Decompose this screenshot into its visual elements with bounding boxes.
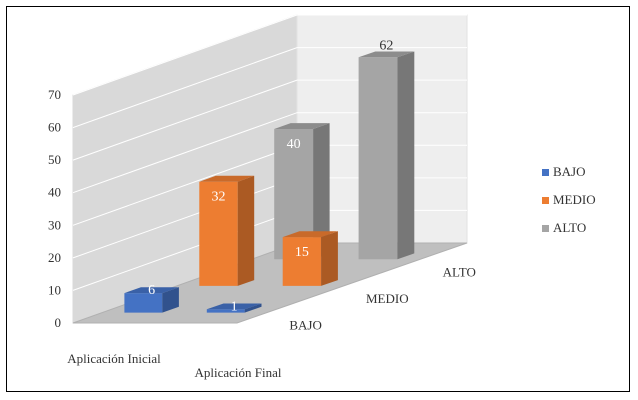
gridline: [72, 47, 467, 129]
legend-label: BAJO: [553, 164, 586, 179]
bar-top: [282, 231, 338, 238]
x-category-label: Aplicación Final: [194, 365, 281, 380]
bar-front: [206, 309, 245, 313]
bar-bajo-1: 1: [206, 299, 262, 314]
bar-front: [199, 181, 238, 286]
legend-swatch: [542, 169, 549, 176]
y-tick-label: 50: [48, 152, 61, 167]
bar-top: [124, 287, 179, 294]
bar-alto-1: 62: [358, 38, 415, 260]
bar-front: [358, 57, 398, 260]
data-label: 6: [148, 283, 155, 298]
bar-alto-0: 40: [274, 123, 330, 260]
bar-top: [199, 175, 255, 182]
bar-bajo-0: 6: [124, 283, 179, 313]
data-label: 40: [287, 137, 301, 152]
depth-category-label: BAJO: [289, 318, 322, 333]
data-label: 1: [231, 299, 238, 314]
chart-frame: 40 62 32 15 6 1 0 10 20 30 40 50 60 70 Aplicación In…: [6, 6, 630, 392]
bar-medio-1: 15: [282, 231, 338, 286]
bar-front: [274, 129, 314, 260]
legend-label: ALTO: [553, 220, 586, 235]
y-tick-label: 40: [48, 185, 61, 200]
y-tick-label: 70: [48, 87, 61, 102]
y-tick-label: 60: [48, 120, 61, 135]
bar-top: [206, 303, 262, 310]
bar-side: [313, 123, 330, 260]
bar-top: [358, 51, 415, 58]
x-category-label: Aplicación Inicial: [67, 351, 161, 366]
bars: 40 62 32 15 6 1: [124, 38, 415, 314]
bar-side: [321, 231, 338, 286]
data-label: 32: [211, 190, 225, 205]
bar-front: [282, 237, 322, 286]
depth-axis-categories: BAJO MEDIO ALTO: [289, 264, 476, 332]
y-axis-ticks: 0 10 20 30 40 50 60 70: [48, 87, 61, 330]
bar-front: [124, 293, 163, 313]
y-tick-label: 20: [48, 250, 61, 265]
legend: BAJO MEDIO ALTO: [542, 164, 596, 235]
y-tick-label: 0: [55, 315, 62, 330]
bar-side: [244, 303, 262, 313]
bar-side: [162, 287, 179, 313]
bar-top: [274, 123, 330, 129]
bar-chart-3d: 40 62 32 15 6 1 0 10 20 30 40 50 60 70 Aplicación In…: [48, 14, 596, 380]
legend-swatch: [542, 225, 549, 232]
bar-side: [397, 51, 415, 260]
depth-category-label: ALTO: [443, 264, 476, 279]
bar-side: [237, 175, 255, 286]
legend-swatch: [542, 197, 549, 204]
bar-medio-0: 32: [199, 175, 255, 286]
y-tick-label: 10: [48, 282, 61, 297]
data-label: 15: [295, 245, 309, 260]
y-tick-label: 30: [48, 217, 61, 232]
depth-category-label: MEDIO: [366, 291, 409, 306]
legend-label: MEDIO: [553, 192, 596, 207]
gridline: [72, 14, 467, 96]
data-label: 62: [379, 38, 393, 53]
x-axis-categories: Aplicación Inicial Aplicación Final: [67, 351, 282, 380]
